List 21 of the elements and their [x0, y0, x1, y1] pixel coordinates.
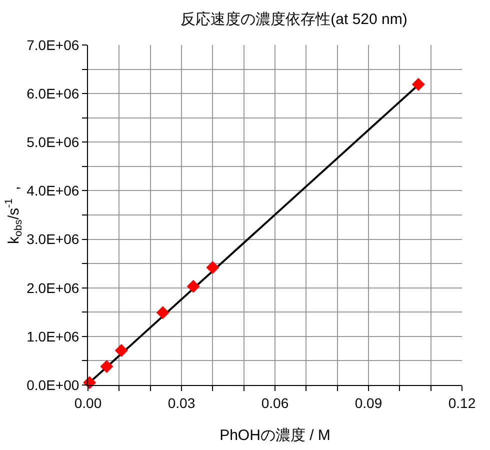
y-tick-label: 6.0E+06: [26, 85, 80, 102]
point: [412, 78, 425, 91]
y-tick-label: 4.0E+06: [26, 182, 80, 199]
point: [156, 306, 170, 320]
x-tick-label: 0.00: [74, 394, 102, 411]
x-tick-label: 0.12: [448, 394, 476, 411]
y-tick-label: 5.0E+06: [26, 134, 80, 150]
x-axis-title: PhOHの濃度 / M: [220, 427, 330, 444]
chart-title: 反応速度の濃度依存性(at 520 nm): [180, 11, 408, 28]
x-tick-label: 0.06: [261, 394, 289, 411]
y-tick-label: 1.0E+06: [26, 328, 80, 344]
y-tick-label: 7.0E+06: [26, 36, 80, 53]
point: [186, 280, 200, 293]
x-tick-label: 0.09: [354, 394, 382, 411]
x-tick-label: 0.03: [168, 394, 196, 411]
point: [206, 260, 220, 274]
y-tick-label: 0.0E+00: [26, 376, 80, 393]
point: [114, 344, 128, 358]
point: [100, 360, 114, 374]
y-tick-label: 2.0E+06: [26, 280, 80, 296]
y-tick-label: 3.0E+06: [26, 231, 80, 248]
